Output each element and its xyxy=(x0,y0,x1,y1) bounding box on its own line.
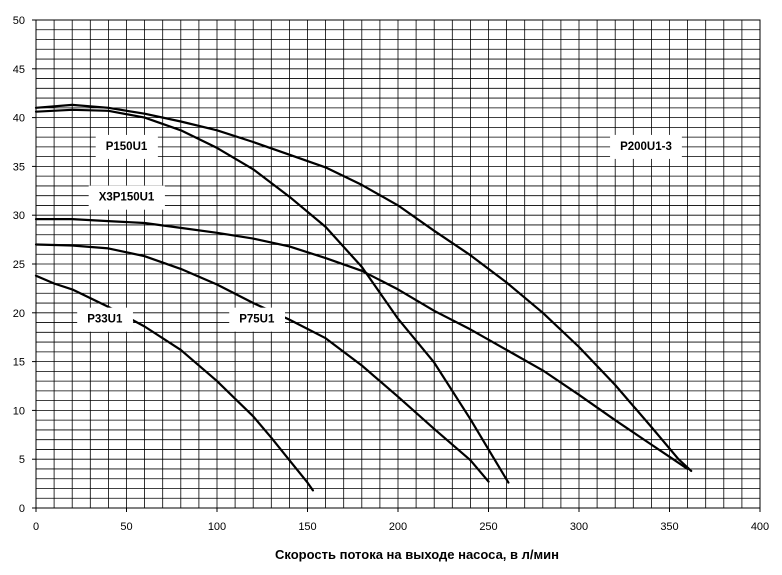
x-tick-label: 300 xyxy=(570,521,588,533)
y-tick-label: 10 xyxy=(13,405,25,417)
curves xyxy=(34,103,693,492)
grid xyxy=(35,19,761,509)
y-tick-label: 15 xyxy=(13,357,25,369)
x-tick-label: 250 xyxy=(479,521,497,533)
x-tick-label: 400 xyxy=(751,521,769,533)
series-label-p150u1: P150U1 xyxy=(95,134,158,159)
curve-labels: P200U1-3 P150U1 X3P150U1 P75U1 P33U1 xyxy=(77,134,682,332)
series-label-text: X3P150U1 xyxy=(99,192,155,204)
series-label-p75u1: P75U1 xyxy=(229,307,286,332)
x-tick-label: 100 xyxy=(208,521,226,533)
y-tick-label: 40 xyxy=(13,113,25,125)
series-label-background xyxy=(77,307,133,332)
series-line-p150u1 xyxy=(34,108,510,484)
x-tick-label: 350 xyxy=(660,521,678,533)
series-label-text: P75U1 xyxy=(239,314,275,326)
series-label-p33u1: P33U1 xyxy=(77,307,133,332)
series-line-x3p150u1 xyxy=(34,218,689,471)
series-label-background xyxy=(610,134,682,159)
y-tick-label: 30 xyxy=(13,210,25,222)
x-tick-label: 150 xyxy=(298,521,316,533)
y-tick-label: 35 xyxy=(13,161,25,173)
series-label-background xyxy=(229,307,286,332)
y-tick-label: 45 xyxy=(13,64,25,76)
series-label-x3p150u1: X3P150U1 xyxy=(88,185,165,210)
y-tick-label: 0 xyxy=(19,503,25,515)
x-tick-label: 200 xyxy=(389,521,407,533)
series-label-background xyxy=(88,185,165,210)
series-label-p200u1-3: P200U1-3 xyxy=(610,134,682,159)
y-tick-label: 25 xyxy=(13,259,25,271)
x-tick-label: 0 xyxy=(33,521,39,533)
x-axis-label: Скорость потока на выходе насоса, в л/ми… xyxy=(275,547,559,562)
series-label-background xyxy=(95,134,158,159)
y-tick-label: 50 xyxy=(13,15,25,27)
y-tick-label: 5 xyxy=(19,454,25,466)
series-label-text: P200U1-3 xyxy=(620,141,672,153)
series-label-text: P33U1 xyxy=(87,314,123,326)
series-label-text: P150U1 xyxy=(106,141,148,153)
series-line-p200u1-3 xyxy=(34,103,693,472)
tick-labels: 0 50 100 150 200 250 300 350 400 0 5 10 15 20 25 30 35 40… xyxy=(13,15,769,533)
series-line-p75u1 xyxy=(34,243,490,483)
series-line-p33u1 xyxy=(34,274,314,492)
y-tick-label: 20 xyxy=(13,308,25,320)
x-tick-label: 50 xyxy=(120,521,132,533)
axes xyxy=(32,19,761,512)
